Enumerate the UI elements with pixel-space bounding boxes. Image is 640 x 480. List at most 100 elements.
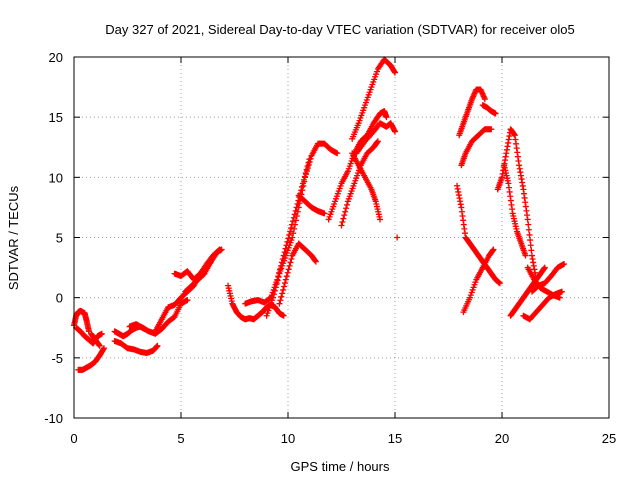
grid-layer — [74, 57, 609, 418]
data-point-plus — [339, 219, 346, 226]
x-tick-label: 25 — [602, 431, 616, 446]
series-arc20 — [349, 56, 398, 142]
data-point-plus — [278, 293, 285, 300]
data-point-plus — [275, 274, 282, 281]
data-point-plus — [522, 252, 529, 259]
data-point-plus — [541, 264, 548, 271]
tick-layer: 0 5 10 15 20 25 -10 -5 0 5 10 15 20 — [44, 50, 616, 446]
series-arc10 — [182, 246, 225, 295]
data-point-plus — [300, 182, 307, 189]
data-point-plus — [302, 174, 309, 181]
data-point-plus — [285, 235, 292, 242]
data-point-plus — [281, 280, 288, 287]
series-arc26 — [479, 102, 499, 117]
data-point-plus — [383, 114, 390, 121]
data-point-plus — [276, 300, 283, 307]
y-tick-label: 5 — [56, 231, 63, 246]
data-point-plus — [285, 266, 292, 273]
data-point-plus — [273, 280, 280, 287]
data-point-plus — [334, 150, 341, 157]
data-point-plus — [294, 208, 301, 215]
data-point-plus — [307, 155, 314, 162]
data-point-plus — [526, 231, 533, 238]
data-point-plus — [304, 165, 311, 172]
series-arc4 — [88, 330, 103, 349]
data-point-plus — [288, 225, 295, 232]
data-point-plus — [98, 330, 105, 337]
series-arc21 — [394, 234, 401, 241]
data-point-plus — [293, 213, 300, 220]
data-point-plus — [394, 234, 401, 241]
data-point-plus — [496, 280, 503, 287]
data-point-plus — [306, 158, 313, 165]
data-point-plus — [303, 171, 310, 178]
data-point-plus — [272, 284, 279, 291]
data-point-plus — [281, 283, 288, 290]
x-tick-label: 0 — [70, 431, 77, 446]
series-arc28 — [501, 162, 529, 259]
data-point-plus — [282, 276, 289, 283]
data-point-plus — [338, 222, 345, 229]
data-point-plus — [283, 273, 290, 280]
data-point-plus — [154, 342, 161, 349]
data-point-plus — [340, 215, 347, 222]
data-point-plus — [270, 294, 277, 301]
data-point-plus — [344, 201, 351, 208]
series-arc18 — [353, 120, 398, 157]
data-point-plus — [527, 237, 534, 244]
data-point-plus — [280, 286, 287, 293]
y-tick-label: -5 — [51, 351, 63, 366]
data-point-plus — [287, 259, 294, 266]
data-point-plus — [525, 221, 532, 228]
series-arc7 — [126, 297, 191, 337]
data-point-plus — [290, 230, 297, 237]
y-tick-label: 10 — [49, 170, 63, 185]
data-point-plus — [286, 262, 293, 269]
data-point-plus — [524, 216, 531, 223]
series-arc23 — [456, 86, 488, 139]
y-tick-label: -10 — [44, 411, 63, 426]
data-point-plus — [392, 128, 398, 135]
data-point-plus — [301, 178, 308, 185]
x-tick-label: 20 — [495, 431, 509, 446]
data-point-plus — [286, 231, 293, 238]
data-point-plus — [292, 221, 299, 228]
series-arc19 — [349, 150, 384, 223]
series-arc25 — [460, 246, 497, 316]
data-point-plus — [342, 208, 349, 215]
x-tick-label: 15 — [388, 431, 402, 446]
data-marks — [71, 56, 568, 373]
data-point-plus — [490, 246, 497, 253]
x-tick-label: 10 — [281, 431, 295, 446]
data-point-plus — [292, 217, 299, 224]
data-point-plus — [525, 226, 532, 233]
series-arc6 — [111, 337, 161, 357]
data-point-plus — [280, 312, 287, 319]
series-arc13 — [263, 140, 341, 319]
series-arc24 — [458, 126, 495, 169]
data-point-plus — [299, 187, 306, 194]
plot-frame — [73, 56, 610, 419]
y-axis-label: SDTVAR / TECUs — [6, 185, 21, 290]
data-point-plus — [270, 291, 277, 298]
series-arc14 — [276, 240, 319, 307]
y-tick-label: 15 — [49, 110, 63, 125]
data-point-plus — [271, 287, 278, 294]
data-point-plus — [100, 345, 107, 352]
data-point-plus — [274, 277, 281, 284]
series-arc1 — [71, 307, 92, 335]
data-point-plus — [289, 234, 296, 241]
data-point-plus — [305, 161, 312, 168]
data-point-plus — [291, 225, 298, 232]
data-point-plus — [184, 297, 191, 304]
data-point-plus — [303, 168, 310, 175]
data-point-plus — [279, 290, 286, 297]
data-point-plus — [284, 238, 291, 245]
data-point-plus — [284, 269, 291, 276]
data-point-plus — [556, 294, 563, 301]
data-point-plus — [374, 138, 381, 145]
x-tick-label: 5 — [177, 431, 184, 446]
data-point-plus — [527, 242, 534, 249]
data-point-plus — [528, 247, 535, 254]
y-tick-label: 0 — [56, 291, 63, 306]
